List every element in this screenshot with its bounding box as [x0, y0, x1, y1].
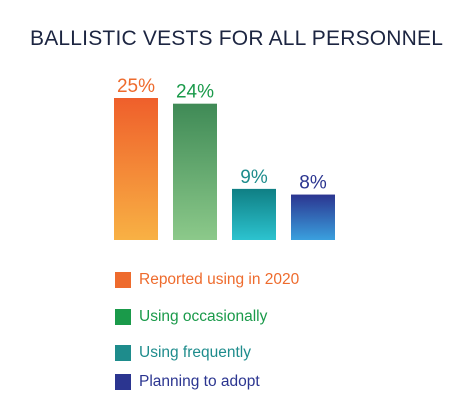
legend-label-planning: Planning to adopt [139, 373, 260, 390]
bar-label-frequently: 9% [240, 167, 268, 188]
legend-label-frequently: Using frequently [139, 344, 252, 361]
bar-planning [291, 194, 335, 240]
legend-swatch-occasionally [115, 309, 131, 325]
bar-label-occasionally: 24% [176, 82, 214, 103]
bar-frequently [232, 188, 276, 240]
legend-swatch-frequently [115, 345, 131, 361]
bar-chart: 25% 24% 9% 8% [114, 76, 335, 241]
bar-label-planning: 8% [299, 173, 327, 194]
bar-reported-2020 [114, 98, 158, 240]
legend-swatch-reported-2020 [115, 272, 131, 288]
bar-label-reported-2020: 25% [117, 76, 155, 97]
legend-label-reported-2020: Reported using in 2020 [139, 271, 300, 288]
legend-label-occasionally: Using occasionally [139, 308, 268, 325]
bar-occasionally [173, 103, 217, 241]
chart-title: BALLISTIC VESTS FOR ALL PERSONNEL [30, 27, 444, 50]
legend-swatch-planning [115, 374, 131, 390]
